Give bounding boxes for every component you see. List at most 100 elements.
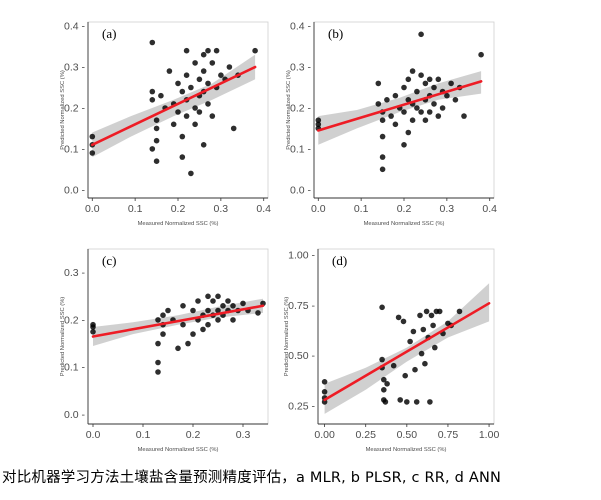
data-point [430,322,436,329]
y-tick-label: 0.0 - [290,184,312,196]
data-point [166,68,173,74]
data-point [225,298,231,304]
data-point [149,146,156,152]
data-point [170,121,177,128]
data-point [255,310,261,316]
data-point [160,331,166,337]
data-point [180,303,186,309]
data-point [452,97,459,103]
data-point [412,366,418,373]
data-point [179,133,186,140]
x-tick-label: 0.4 [256,203,271,215]
data-point [183,72,190,78]
data-point [431,84,437,91]
data-point [209,60,216,66]
data-point [252,47,258,54]
y-tick-label: 0.1 - [290,143,312,155]
data-point [388,113,394,119]
data-point [205,101,211,107]
y-axis-title: Predicted Normalized SSC (%) [60,297,66,377]
data-point [220,303,226,309]
data-point [180,321,186,328]
data-point [196,76,203,83]
data-point [179,88,186,95]
data-point [230,125,237,132]
x-tick-label: 0.1 [136,429,151,441]
y-tick-label: 0.1 - [64,362,86,374]
data-point [436,308,443,315]
data-point [215,293,221,300]
data-point [175,345,181,352]
data-point [230,317,236,323]
data-point [155,317,161,323]
data-point [418,350,425,357]
data-point [427,399,433,405]
data-point [439,105,446,111]
y-tick-label: 0.4 - [64,21,86,33]
data-point [414,105,420,111]
data-point [390,362,397,369]
x-tick-label: 0.00 [314,429,335,441]
data-point [375,80,382,87]
data-point [321,389,328,395]
data-point [153,158,160,164]
data-point [422,80,429,87]
data-point [417,312,423,319]
data-point [426,109,433,115]
data-point [461,113,467,119]
x-tick-label: 0.50 [397,429,418,441]
data-point [402,372,409,379]
chart-panel-4: 0.25 - 0.50 - 0.75 - 1.00 - 0.00 0.25 0.50 0.75… [284,248,499,453]
data-point [384,381,390,387]
data-point [405,97,412,103]
x-tick-label: 0.3 [440,203,455,215]
data-point [205,80,211,87]
data-point [315,121,322,128]
data-point [200,51,207,58]
y-tick-label: 0.0 - [64,184,86,196]
data-point [401,84,407,91]
data-point [213,47,220,54]
chart-panel-2: 0.0 - 0.1 - 0.2 - 0.3 - 0.4 - 0.0 0.1 0.2 0.3 0.4… [286,21,497,227]
data-point [315,117,322,123]
y-tick-label: 0.0 - [64,409,86,421]
data-point [90,324,96,330]
data-point [379,356,385,363]
x-axis-title: Measured Normalized SSC (%) [366,447,447,453]
data-point [160,312,166,319]
y-tick-label: 0.3 - [290,62,312,74]
data-point [153,125,160,132]
y-tick-label: 0.75 - [288,300,315,312]
data-point [400,318,407,325]
data-point [426,76,433,83]
data-point [205,321,211,328]
data-point [153,117,160,123]
data-point [196,109,203,115]
y-tick-label: 0.2 - [64,314,86,326]
y-tick-label: 0.2 - [64,102,86,114]
data-point [155,359,161,366]
data-point [158,92,164,99]
panel-label: (d) [332,253,347,268]
panel-label: (a) [102,26,116,41]
data-point [155,369,161,375]
data-point [381,387,387,393]
data-point [413,399,420,405]
data-point [379,166,386,173]
y-axis-title: Predicted Normalized SSC (%) [60,70,66,150]
data-point [405,76,412,83]
data-point [444,92,450,99]
data-point [218,72,224,78]
data-point [321,379,328,385]
data-point [183,113,190,119]
panel-label: (c) [102,253,116,268]
data-point [375,101,382,107]
data-point [381,376,387,383]
data-point [448,80,454,87]
x-axis-title: Measured Normalized SSC (%) [364,221,445,227]
data-point [418,31,424,38]
x-tick-label: 0.0 [311,203,326,215]
data-point [175,109,181,115]
data-point [379,133,386,140]
data-point [379,117,386,123]
